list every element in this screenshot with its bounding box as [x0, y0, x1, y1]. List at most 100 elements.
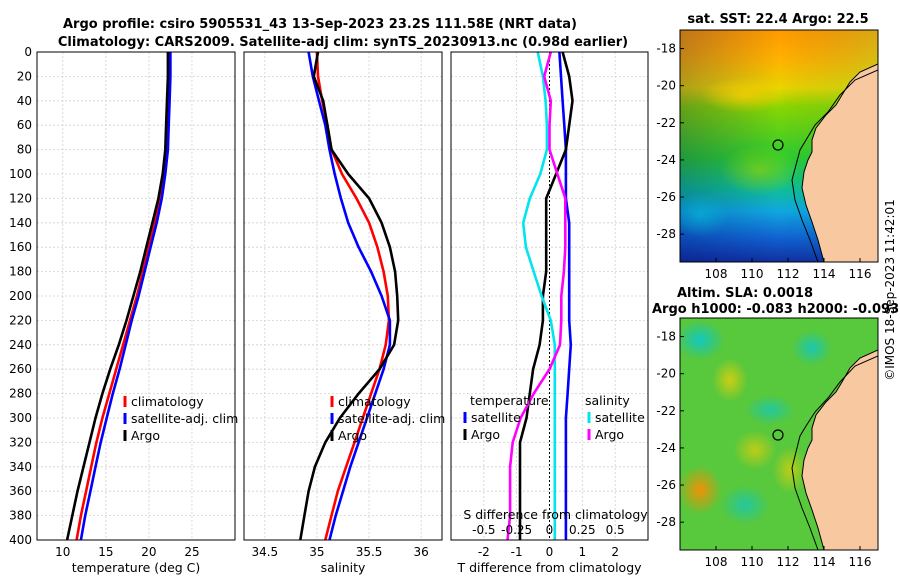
x-axis-label: T difference from climatology: [456, 560, 642, 575]
legend-title-temperature: temperature: [470, 393, 549, 408]
sst-map-frame: [679, 29, 879, 263]
depth-tick-label: 20: [17, 69, 32, 83]
map-lon-label: 108: [705, 267, 728, 281]
argo-position-marker: [772, 429, 784, 441]
map-lat-label: -18: [656, 330, 676, 344]
sla-map-frame: [679, 317, 879, 551]
x-tick-label: 2: [611, 545, 619, 559]
s-axis-label: S difference from climatology: [463, 507, 648, 522]
x-tick-label: 0: [546, 545, 554, 559]
depth-tick-label: 340: [9, 460, 32, 474]
depth-tick-label: 280: [9, 387, 32, 401]
legend-label: satellite: [471, 410, 521, 425]
map-lat-label: -28: [656, 515, 676, 529]
x-tick-label: 25: [184, 545, 199, 559]
s-tick-label: -0.25: [501, 523, 532, 537]
map-lon-label: 116: [849, 267, 872, 281]
depth-tick-label: 360: [9, 484, 32, 498]
x-tick-label: 35.5: [356, 545, 383, 559]
depth-tick-label: 120: [9, 191, 32, 205]
sst-green-patch: [720, 145, 800, 195]
argo-position-marker: [772, 139, 784, 151]
x-tick-label: 34.5: [251, 545, 278, 559]
legend-label: satellite-adj. clim: [338, 411, 445, 426]
map-lat-label: -22: [656, 404, 676, 418]
depth-tick-label: 160: [9, 240, 32, 254]
figure-title-line1: Argo profile: csiro 5905531_43 13-Sep-20…: [63, 17, 577, 32]
sla-high-anomaly: [680, 465, 722, 515]
series-line-argo: [65, 52, 170, 540]
map-lon-label: 110: [741, 267, 764, 281]
depth-tick-label: 0: [24, 45, 32, 59]
legend-label: satellite-adj. clim: [131, 411, 238, 426]
sst-map-title: sat. SST: 22.4 Argo: 22.5: [687, 12, 868, 27]
map-lon-label: 108: [705, 555, 728, 569]
map-lat-label: -18: [656, 42, 676, 56]
map-lat-label: -24: [656, 153, 676, 167]
map-lat-label: -26: [656, 190, 676, 204]
map-lat-label: -26: [656, 478, 676, 492]
series-line-argo: [506, 52, 567, 540]
legend-label: climatology: [338, 394, 411, 409]
depth-tick-label: 240: [9, 338, 32, 352]
figure-title-line2: Climatology: CARS2009. Satellite-adj cli…: [58, 35, 628, 50]
x-tick-label: 10: [55, 545, 70, 559]
depth-tick-label: 260: [9, 362, 32, 376]
sst-warm-patch: [700, 77, 790, 113]
s-tick-label: 0.5: [606, 523, 625, 537]
difference-panel: -2 -1 0 1 2T difference from climatology temp…: [450, 51, 649, 575]
plot-frame: [36, 51, 236, 541]
legend-label: climatology: [131, 394, 204, 409]
series-group: [65, 52, 172, 540]
temperature-panel: 0 20 40 60 80 100 120 140 160 180 200 220 240 260 280 3…: [9, 45, 238, 575]
series-line-satellite-adj-clim: [307, 52, 392, 540]
map-lon-label: 114: [813, 555, 836, 569]
depth-tick-label: 220: [9, 313, 32, 327]
depth-tick-label: 380: [9, 509, 32, 523]
sla-low-anomaly: [680, 320, 725, 360]
plot-frame: [243, 51, 443, 541]
depth-tick-label: 400: [9, 533, 32, 547]
sst-cool-patch: [680, 193, 730, 237]
sla-map: Altim. SLA: 0.0018 Argo h1000: -0.083 h2…: [652, 286, 899, 569]
x-tick-label: -2: [478, 545, 490, 559]
legend-label: Argo: [471, 427, 500, 442]
plot-frame: [450, 51, 649, 541]
sla-high-anomaly: [733, 430, 777, 470]
sla-map-title: Altim. SLA: 0.0018: [677, 286, 813, 301]
series-group: [506, 52, 574, 540]
map-lon-label: 110: [741, 555, 764, 569]
x-tick-label: 15: [98, 545, 113, 559]
legend-label: Argo: [595, 427, 624, 442]
map-lon-label: 114: [813, 267, 836, 281]
sla-high-anomaly: [772, 446, 808, 494]
depth-tick-label: 140: [9, 216, 32, 230]
depth-tick-label: 320: [9, 435, 32, 449]
s-tick-label: -0.5: [472, 523, 495, 537]
x-tick-label: -1: [511, 545, 523, 559]
map-lon-label: 112: [777, 555, 800, 569]
series-line-satellite-adj-clim: [79, 52, 172, 540]
s-tick-label: 0.25: [569, 523, 596, 537]
legend-label: Argo: [131, 428, 160, 443]
sla-high-anomaly: [712, 358, 748, 402]
x-tick-label: 35: [309, 545, 324, 559]
series-group: [299, 52, 400, 540]
map-lat-label: -24: [656, 441, 676, 455]
map-lat-label: -20: [656, 367, 676, 381]
sla-low-anomaly: [792, 330, 832, 366]
sla-low-anomaly: [720, 485, 770, 525]
legend-label: Argo: [338, 428, 367, 443]
series-line-argo: [299, 52, 400, 540]
sst-map-ticks: 108 110 112 114 116 -18 -20 -22 -24 -26 -28: [656, 42, 871, 281]
x-axis-label: temperature (deg C): [72, 560, 201, 575]
imos-timestamp: ©IMOS 18-Sep-2023 11:42:01: [883, 199, 897, 381]
map-lat-label: -20: [656, 79, 676, 93]
s-tick-label: 0: [546, 523, 554, 537]
legend-title-salinity: salinity: [585, 393, 630, 408]
isobath-contour: [791, 69, 878, 262]
x-tick-label: 1: [579, 545, 587, 559]
map-lon-label: 116: [849, 555, 872, 569]
australia-land: [801, 63, 878, 262]
